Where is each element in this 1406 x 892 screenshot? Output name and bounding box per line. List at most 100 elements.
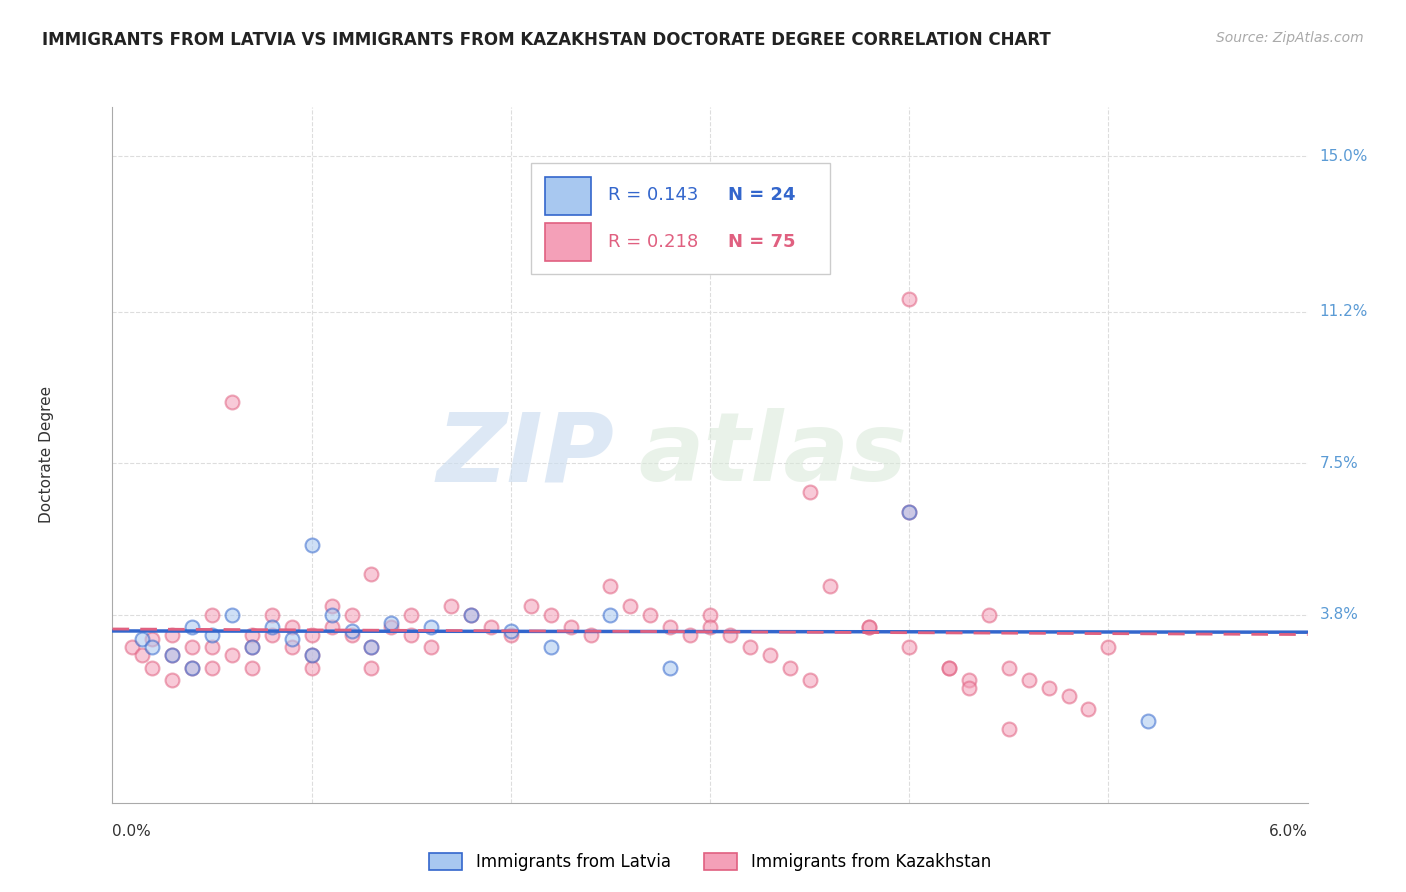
Point (599, 607, 621, 622)
Point (420, 640, 443, 655)
Point (998, 722, 1021, 736)
Point (479, 620, 502, 634)
Point (460, 607, 482, 622)
Point (181, 661, 204, 675)
Point (420, 620, 443, 634)
Point (1057, 690, 1080, 704)
Text: R = 0.143: R = 0.143 (609, 186, 699, 204)
Point (599, 579, 621, 593)
FancyBboxPatch shape (546, 223, 591, 261)
Text: 3.8%: 3.8% (1319, 607, 1358, 622)
Point (460, 607, 482, 622)
Point (121, 640, 143, 655)
Point (779, 661, 801, 675)
Point (301, 628, 323, 642)
Point (799, 673, 821, 687)
Point (321, 607, 343, 622)
Point (221, 394, 243, 409)
Point (579, 628, 602, 642)
Text: 6.0%: 6.0% (1268, 823, 1308, 838)
Point (638, 607, 662, 622)
Point (281, 632, 304, 646)
Point (401, 628, 423, 642)
Point (738, 640, 761, 655)
Point (540, 640, 562, 655)
Point (181, 661, 204, 675)
Point (240, 628, 263, 642)
Text: Source: ZipAtlas.com: Source: ZipAtlas.com (1216, 31, 1364, 45)
Point (141, 661, 163, 675)
Point (1137, 714, 1160, 728)
Point (360, 640, 382, 655)
Point (1077, 701, 1099, 715)
Point (131, 632, 153, 646)
Point (260, 620, 283, 634)
Point (240, 640, 263, 655)
Text: atlas: atlas (638, 409, 907, 501)
Point (162, 648, 183, 663)
Point (201, 607, 224, 622)
Point (301, 661, 323, 675)
Point (380, 615, 402, 630)
Point (679, 628, 702, 642)
Point (162, 648, 183, 663)
Point (360, 640, 382, 655)
Point (141, 640, 163, 655)
Point (898, 505, 921, 519)
Text: R = 0.218: R = 0.218 (609, 233, 699, 251)
Text: 7.5%: 7.5% (1319, 456, 1358, 471)
FancyBboxPatch shape (531, 162, 830, 274)
Point (659, 620, 682, 634)
Point (1018, 673, 1040, 687)
Point (181, 640, 204, 655)
Point (301, 538, 323, 552)
Point (998, 661, 1021, 675)
Point (898, 640, 921, 655)
Point (938, 661, 960, 675)
Point (957, 681, 980, 696)
Point (141, 632, 163, 646)
Point (938, 661, 960, 675)
Point (240, 661, 263, 675)
Point (162, 628, 183, 642)
Point (201, 628, 224, 642)
Point (1097, 640, 1119, 655)
Text: ZIP: ZIP (436, 409, 614, 501)
Point (131, 648, 153, 663)
Text: 0.0%: 0.0% (112, 823, 152, 838)
Point (260, 607, 283, 622)
Point (301, 648, 323, 663)
Point (718, 628, 741, 642)
Point (181, 620, 204, 634)
Point (540, 607, 562, 622)
Point (898, 505, 921, 519)
Text: N = 24: N = 24 (728, 186, 796, 204)
Legend: Immigrants from Latvia, Immigrants from Kazakhstan: Immigrants from Latvia, Immigrants from … (422, 847, 998, 878)
Point (799, 484, 821, 499)
Point (221, 607, 243, 622)
Point (221, 648, 243, 663)
Point (499, 624, 522, 638)
Text: 15.0%: 15.0% (1319, 149, 1368, 163)
Point (818, 579, 841, 593)
Point (201, 661, 224, 675)
Point (619, 599, 641, 614)
Point (340, 624, 363, 638)
Point (659, 661, 682, 675)
Point (360, 661, 382, 675)
Point (380, 620, 402, 634)
Point (977, 607, 1000, 622)
Point (858, 620, 880, 634)
Point (699, 607, 721, 622)
Point (321, 599, 343, 614)
Text: Doctorate Degree: Doctorate Degree (39, 386, 55, 524)
Point (858, 620, 880, 634)
Point (499, 628, 522, 642)
Point (360, 566, 382, 581)
Point (321, 620, 343, 634)
Point (401, 607, 423, 622)
Point (898, 293, 921, 307)
Point (301, 648, 323, 663)
Point (162, 673, 183, 687)
Point (201, 640, 224, 655)
